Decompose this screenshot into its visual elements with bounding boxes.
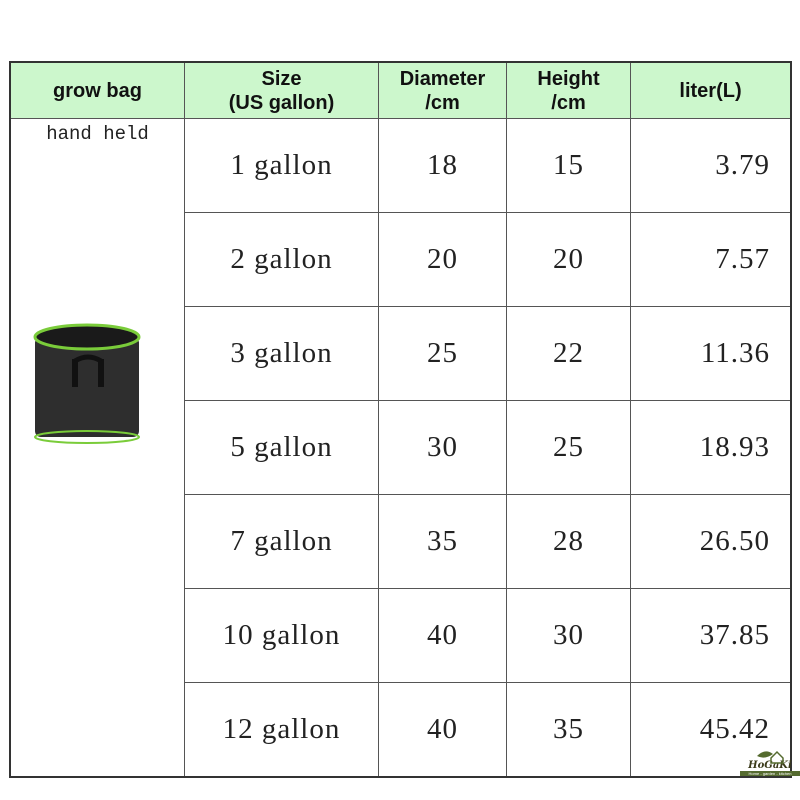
- table-row: 5 gallon 30 25 18.93: [10, 400, 792, 495]
- table-row: 7 gallon 35 28 26.50: [10, 494, 792, 589]
- brand-logo: HoGaKi Home - garden - kitchen: [740, 748, 800, 788]
- size-cell: 3 gallon: [184, 306, 379, 401]
- grow-bag-cell: hand held: [9, 118, 185, 778]
- diameter-cell: 35: [378, 494, 507, 589]
- liter-cell: 45.42: [630, 682, 792, 778]
- header-diameter: Diameter /cm: [378, 61, 507, 119]
- leaf-house-icon: [757, 750, 784, 764]
- height-cell: 22: [506, 306, 631, 401]
- header-height: Height /cm: [506, 61, 631, 119]
- header-liter: liter(L): [630, 61, 792, 119]
- diameter-cell: 18: [378, 118, 507, 213]
- diameter-cell: 30: [378, 400, 507, 495]
- diameter-cell: 25: [378, 306, 507, 401]
- header-grow-bag: grow bag: [9, 61, 185, 119]
- height-cell: 28: [506, 494, 631, 589]
- table-row: 10 gallon 40 30 37.85: [10, 588, 792, 683]
- liter-cell: 11.36: [630, 306, 792, 401]
- table-row: hand held 1 gallon 18 15 3.79: [9, 118, 792, 778]
- grow-bag-image: [33, 323, 141, 444]
- size-cell: 10 gallon: [184, 588, 379, 683]
- liter-cell: 18.93: [630, 400, 792, 495]
- liter-cell: 37.85: [630, 588, 792, 683]
- liter-cell: 3.79: [630, 118, 792, 213]
- bag-type-label: hand held: [46, 123, 149, 145]
- table-row: 2 gallon 20 20 7.57: [10, 212, 792, 307]
- liter-cell: 7.57: [630, 212, 792, 307]
- diameter-cell: 40: [378, 588, 507, 683]
- header-row: grow bag Size (US gallon) Diameter /cm H…: [9, 61, 792, 119]
- size-cell: 1 gallon: [184, 118, 379, 213]
- height-cell: 35: [506, 682, 631, 778]
- height-cell: 30: [506, 588, 631, 683]
- height-cell: 25: [506, 400, 631, 495]
- size-cell: 2 gallon: [184, 212, 379, 307]
- diameter-cell: 40: [378, 682, 507, 778]
- height-cell: 20: [506, 212, 631, 307]
- height-cell: 15: [506, 118, 631, 213]
- logo-tagline: Home - garden - kitchen: [740, 771, 800, 776]
- size-cell: 5 gallon: [184, 400, 379, 495]
- header-size: Size (US gallon): [184, 61, 379, 119]
- grow-bag-size-table: grow bag Size (US gallon) Diameter /cm H…: [9, 61, 792, 778]
- diameter-cell: 20: [378, 212, 507, 307]
- logo-name: HoGaKi: [748, 760, 792, 771]
- size-cell: 7 gallon: [184, 494, 379, 589]
- size-cell: 12 gallon: [184, 682, 379, 778]
- liter-cell: 26.50: [630, 494, 792, 589]
- table-row: 12 gallon 40 35 45.42: [10, 682, 792, 778]
